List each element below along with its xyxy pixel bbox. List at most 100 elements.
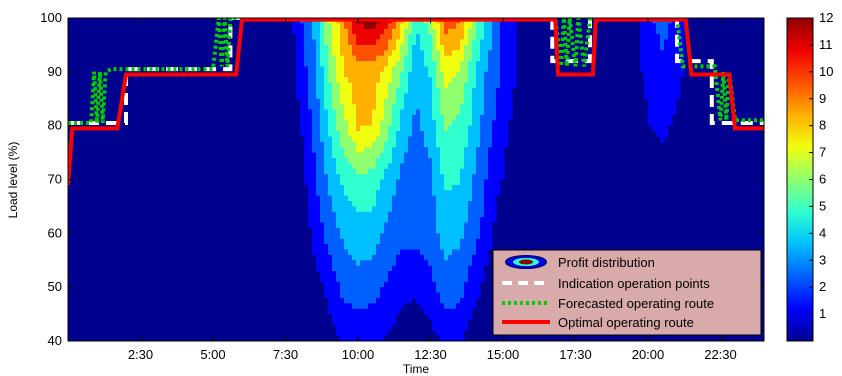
heatmap-cell — [344, 265, 349, 272]
heatmap-cell — [424, 136, 429, 143]
heatmap-cell — [444, 335, 449, 341]
heatmap-cell — [344, 50, 349, 57]
heatmap-cell — [408, 114, 413, 121]
heatmap-cell — [336, 297, 341, 304]
heatmap-cell — [444, 66, 449, 73]
heatmap-cell — [436, 109, 441, 116]
heatmap-cell — [364, 184, 369, 191]
heatmap-cell — [416, 104, 421, 111]
heatmap-cell — [388, 28, 393, 35]
heatmap-cell — [452, 125, 457, 132]
heatmap-cell — [472, 254, 477, 261]
heatmap-cell — [368, 125, 373, 132]
heatmap-cell — [332, 50, 337, 57]
heatmap-cell — [376, 276, 381, 283]
heatmap-cell — [472, 141, 477, 148]
heatmap-cell — [432, 34, 437, 41]
heatmap-cell — [360, 335, 365, 341]
y-tick-label: 80 — [48, 118, 62, 133]
heatmap-cell — [332, 179, 337, 186]
series-line-indication-operation-points — [68, 18, 764, 125]
heatmap-cell — [452, 254, 457, 261]
heatmap-cell — [336, 190, 341, 197]
heatmap-cell — [384, 206, 389, 213]
heatmap-cell — [432, 319, 437, 326]
heatmap-cell — [308, 93, 313, 100]
heatmap-cell — [404, 254, 409, 261]
heatmap-cell — [364, 244, 369, 251]
heatmap-cell — [488, 190, 493, 197]
heatmap-cell — [356, 308, 361, 315]
heatmap-cell — [424, 131, 429, 138]
heatmap-cell — [324, 125, 329, 132]
heatmap-cell — [440, 82, 445, 89]
heatmap-cell — [464, 174, 469, 181]
heatmap-cell — [440, 34, 445, 41]
heatmap-cell — [432, 147, 437, 154]
heatmap-cell — [356, 314, 361, 321]
heatmap-cell — [352, 23, 357, 30]
heatmap-cell — [656, 125, 661, 132]
heatmap-cell — [352, 136, 357, 143]
heatmap-cell — [500, 66, 505, 73]
heatmap-cell — [428, 238, 433, 245]
heatmap-cell — [344, 125, 349, 132]
heatmap-cell — [432, 265, 437, 272]
heatmap-cell — [432, 163, 437, 170]
heatmap-cell — [424, 23, 429, 30]
heatmap-cell — [348, 147, 353, 154]
heatmap-cell — [308, 28, 313, 35]
heatmap-cell — [316, 136, 321, 143]
heatmap-cell — [324, 184, 329, 191]
heatmap-cell — [412, 104, 417, 111]
heatmap-cell — [344, 314, 349, 321]
heatmap-cell — [472, 303, 477, 310]
heatmap-cell — [344, 233, 349, 240]
heatmap-cell — [344, 249, 349, 256]
heatmap-cell — [508, 23, 513, 30]
heatmap-cell — [392, 297, 397, 304]
heatmap-cell — [424, 287, 429, 294]
heatmap-cell — [472, 308, 477, 315]
heatmap-cell — [400, 174, 405, 181]
heatmap-cell — [372, 168, 377, 175]
heatmap-cell — [472, 93, 477, 100]
heatmap-cell — [328, 120, 333, 127]
heatmap-cell — [328, 66, 333, 73]
heatmap-cell — [340, 34, 345, 41]
heatmap-cell — [448, 222, 453, 229]
heatmap-cell — [328, 163, 333, 170]
colorbar-tick-label: 4 — [819, 225, 826, 240]
heatmap-cell — [392, 141, 397, 148]
heatmap-cell — [392, 319, 397, 326]
heatmap-cell — [364, 163, 369, 170]
heatmap-cell — [488, 109, 493, 116]
heatmap-cell — [344, 179, 349, 186]
heatmap-cell — [352, 227, 357, 234]
heatmap-cell — [356, 238, 361, 245]
heatmap-cell — [344, 324, 349, 331]
heatmap-cell — [420, 195, 425, 202]
heatmap-cell — [384, 163, 389, 170]
heatmap-cell — [492, 39, 497, 46]
heatmap-cell — [468, 308, 473, 315]
heatmap-cell — [436, 335, 441, 341]
heatmap-cell — [488, 163, 493, 170]
heatmap-cell — [660, 66, 665, 73]
x-tick-label: 12:30 — [414, 347, 447, 362]
heatmap-cell — [380, 314, 385, 321]
heatmap-cell — [384, 314, 389, 321]
heatmap-cell — [500, 168, 505, 175]
heatmap-cell — [464, 227, 469, 234]
heatmap-cell — [444, 184, 449, 191]
heatmap-cell — [352, 50, 357, 57]
heatmap-cell — [420, 93, 425, 100]
heatmap-cell — [376, 120, 381, 127]
heatmap-cell — [476, 292, 481, 299]
heatmap-cell — [428, 34, 433, 41]
heatmap-cell — [480, 131, 485, 138]
heatmap-cell — [384, 55, 389, 62]
heatmap-cell — [396, 120, 401, 127]
heatmap-cell — [412, 39, 417, 46]
